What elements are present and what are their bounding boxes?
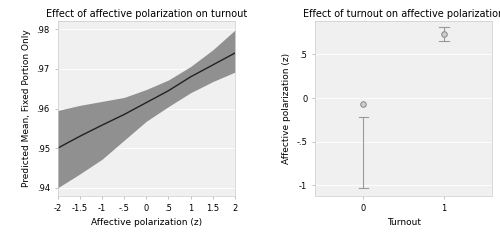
X-axis label: Turnout: Turnout xyxy=(386,218,420,227)
X-axis label: Affective polarization (z): Affective polarization (z) xyxy=(90,218,202,227)
Title: Effect of turnout on affective polarization: Effect of turnout on affective polarizat… xyxy=(303,9,500,19)
Title: Effect of affective polarization on turnout: Effect of affective polarization on turn… xyxy=(46,9,247,19)
Y-axis label: Predicted Mean, Fixed Portion Only: Predicted Mean, Fixed Portion Only xyxy=(22,30,31,187)
Y-axis label: Affective polarization (z): Affective polarization (z) xyxy=(282,53,291,164)
